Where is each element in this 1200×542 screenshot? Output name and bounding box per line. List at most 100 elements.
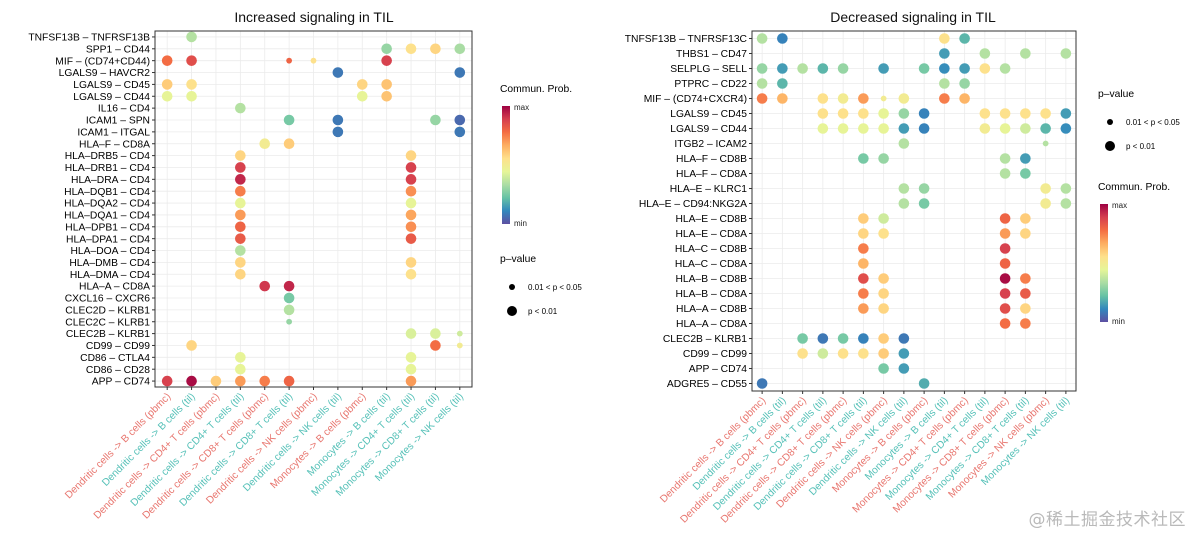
data-point <box>1020 108 1031 119</box>
data-points <box>161 31 466 387</box>
data-point <box>235 162 246 173</box>
data-point <box>1020 303 1031 314</box>
data-point <box>817 348 829 359</box>
size-legend-large-dot <box>507 306 517 316</box>
y-tick-label: IL16 – CD4 <box>98 104 150 115</box>
size-legend-title: p–value <box>1098 89 1134 100</box>
data-point <box>381 79 392 90</box>
data-point <box>756 93 768 104</box>
data-point <box>837 108 849 119</box>
data-point <box>332 126 344 138</box>
chart-title: Increased signaling in TIL <box>234 9 393 25</box>
y-tick-label: SELPLG – SELL <box>670 64 747 75</box>
y-tick-label: CLEC2C – KLRB1 <box>65 317 150 328</box>
data-point <box>405 328 417 339</box>
y-tick-label: ICAM1 – ITGAL <box>77 127 150 138</box>
y-tick-label: ADGRE5 – CD55 <box>667 379 747 390</box>
data-point <box>1020 123 1031 134</box>
color-legend-max: max <box>514 103 529 112</box>
data-point <box>259 138 271 150</box>
data-point <box>1040 183 1051 194</box>
data-point <box>878 108 889 119</box>
data-point <box>858 93 869 104</box>
y-tick-label: HLA–DQA2 – CD4 <box>64 199 150 210</box>
data-point <box>999 228 1011 239</box>
data-point <box>235 257 246 268</box>
size-legend-title: p–value <box>500 254 536 265</box>
data-point <box>898 93 910 104</box>
data-point <box>161 55 173 66</box>
data-point <box>310 57 317 64</box>
data-point <box>999 318 1011 329</box>
data-point <box>898 333 910 344</box>
data-point <box>797 348 808 359</box>
data-point <box>959 63 970 74</box>
y-tick-label: TNFSF13B – TNFRSF13C <box>625 34 748 45</box>
data-point <box>259 280 271 292</box>
size-legend: p–value 0.01 < p < 0.05 p < 0.01 <box>500 254 582 316</box>
data-point <box>161 375 173 387</box>
data-point <box>999 63 1011 74</box>
data-point <box>332 114 344 126</box>
y-tick-label: CXCL16 – CXCR6 <box>65 294 151 305</box>
data-point <box>756 378 768 389</box>
y-tick-label: HLA–DRB1 – CD4 <box>65 163 151 174</box>
y-tick-label: CD86 – CD28 <box>86 365 150 376</box>
data-point <box>878 153 889 164</box>
color-scale-bar <box>1100 204 1108 322</box>
data-point <box>405 352 417 363</box>
data-point <box>939 78 950 89</box>
data-point <box>405 197 417 209</box>
data-point <box>186 340 197 351</box>
size-legend-small-label: 0.01 < p < 0.05 <box>1126 118 1180 127</box>
data-point <box>283 138 295 150</box>
y-tick-label: HLA–DOA – CD4 <box>70 246 150 257</box>
size-legend: p–value 0.01 < p < 0.05 p < 0.01 <box>1098 89 1180 151</box>
data-point <box>235 197 246 209</box>
data-point <box>878 363 889 374</box>
size-legend-large-dot <box>1105 141 1115 151</box>
data-point <box>878 303 889 314</box>
y-tick-label: HLA–B – CD8A <box>675 289 747 300</box>
data-point <box>1060 48 1072 59</box>
data-point <box>797 333 808 344</box>
data-point <box>918 108 930 119</box>
data-point <box>161 79 173 90</box>
data-point <box>817 123 829 134</box>
data-point <box>999 303 1011 314</box>
data-point <box>456 342 463 349</box>
data-point <box>979 123 991 134</box>
data-point <box>405 375 417 387</box>
data-point <box>999 168 1011 179</box>
data-point <box>235 363 246 375</box>
data-point <box>405 268 417 280</box>
data-point <box>777 33 788 44</box>
data-point <box>858 243 869 254</box>
data-point <box>235 245 246 256</box>
data-point <box>1020 273 1031 284</box>
y-tick-label: HLA–A – CD8B <box>676 304 747 315</box>
y-tick-label: HLA–DPA1 – CD4 <box>66 234 150 245</box>
grid-lines <box>155 31 472 387</box>
y-tick-label: CLEC2B – KLRB1 <box>66 329 150 340</box>
size-legend-small-dot <box>509 284 515 290</box>
y-tick-label: MIF – (CD74+CD44) <box>55 56 150 67</box>
data-point <box>454 43 466 55</box>
data-point <box>1020 318 1031 329</box>
data-point <box>858 288 869 299</box>
data-point <box>878 273 889 284</box>
y-tick-label: LGALS9 – CD44 <box>670 124 747 135</box>
data-point <box>999 153 1011 164</box>
data-point <box>959 78 970 89</box>
data-point <box>918 63 930 74</box>
y-tick-label: HLA–DRA – CD4 <box>71 175 150 186</box>
data-point <box>858 123 869 134</box>
y-tick-label: HLA–E – CD94:NKG2A <box>639 199 747 210</box>
y-tick-label: HLA–DMB – CD4 <box>69 258 150 269</box>
data-point <box>756 63 768 74</box>
data-point <box>186 375 197 387</box>
color-legend-min: min <box>1112 317 1125 326</box>
data-point <box>332 67 344 78</box>
y-tick-label: APP – CD74 <box>689 364 747 375</box>
y-tick-label: HLA–B – CD8B <box>675 274 747 285</box>
